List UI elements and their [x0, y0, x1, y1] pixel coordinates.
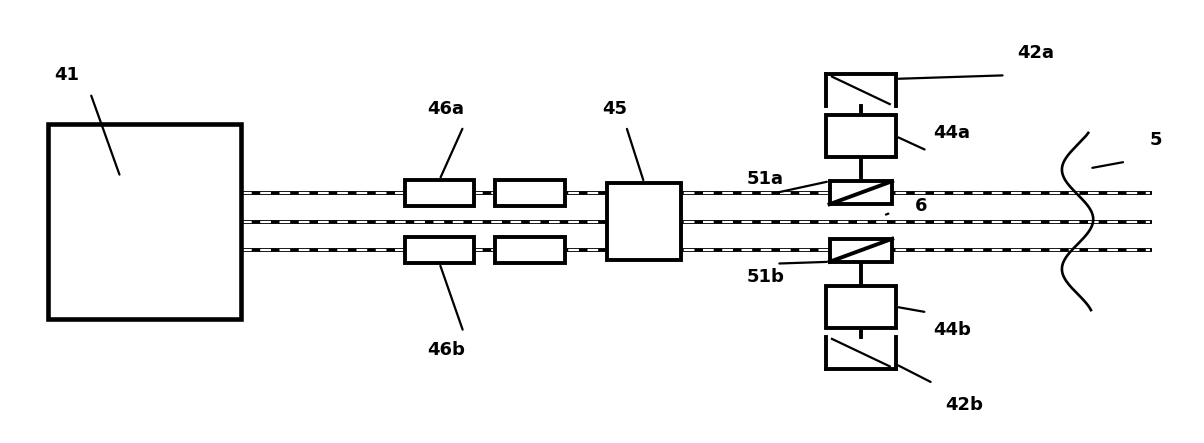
- Bar: [495, 237, 565, 263]
- Text: 5: 5: [1150, 131, 1162, 148]
- Bar: [830, 239, 892, 262]
- Text: 41: 41: [54, 66, 79, 84]
- Text: 46b: 46b: [427, 341, 465, 359]
- Text: 51b: 51b: [746, 268, 784, 286]
- Text: 46a: 46a: [427, 100, 465, 117]
- Bar: [405, 237, 474, 263]
- Text: 6: 6: [915, 197, 927, 215]
- Text: 42a: 42a: [1017, 44, 1055, 62]
- Text: 51a: 51a: [746, 171, 784, 188]
- Bar: [826, 115, 896, 157]
- Bar: [826, 286, 896, 328]
- Bar: [48, 124, 241, 319]
- Bar: [495, 180, 565, 206]
- Bar: [830, 181, 892, 204]
- Text: 44a: 44a: [933, 124, 970, 142]
- Bar: [405, 180, 474, 206]
- Bar: [608, 183, 680, 260]
- Text: 45: 45: [602, 100, 627, 117]
- Text: 44b: 44b: [933, 321, 970, 339]
- Text: 42b: 42b: [945, 396, 982, 414]
